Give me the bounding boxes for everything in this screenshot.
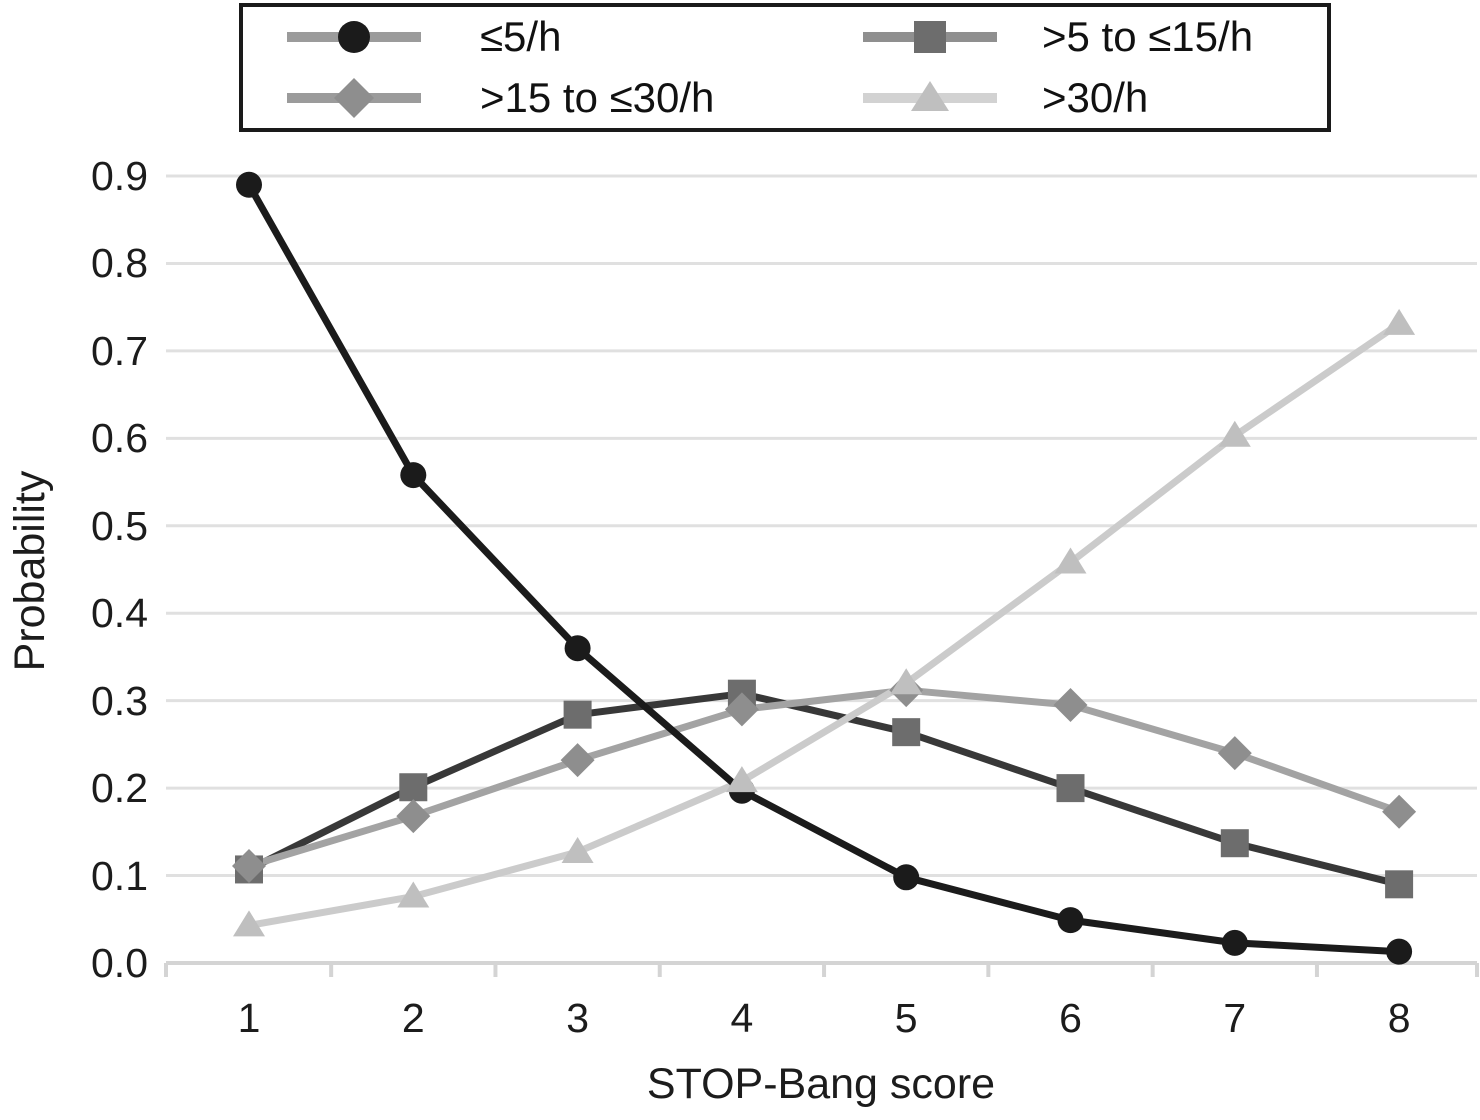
triangle-marker	[725, 766, 758, 793]
circle-marker	[1221, 929, 1248, 956]
diamond-marker	[1053, 688, 1088, 723]
triangle-marker	[1383, 308, 1416, 335]
y-tick-label: 0.4	[91, 590, 148, 637]
triangle-legend-key-icon	[863, 80, 997, 111]
circle-marker	[1386, 938, 1413, 965]
legend-item: >15 to ≤30/h	[243, 74, 828, 122]
diamond-legend-key-icon	[287, 77, 421, 118]
diamond-marker	[1217, 736, 1252, 771]
y-tick-label: 0.3	[91, 677, 148, 724]
triangle-marker	[890, 668, 923, 695]
square-marker	[399, 773, 428, 802]
square-marker	[1385, 870, 1414, 899]
triangle-marker	[561, 836, 594, 863]
triangle-marker	[1218, 420, 1251, 447]
x-tick-label: 1	[237, 995, 261, 1041]
x-tick-label: 7	[1223, 995, 1247, 1041]
y-tick-label: 0.9	[91, 153, 148, 200]
square-legend-marker	[914, 21, 946, 54]
x-tick-label: 5	[894, 995, 918, 1041]
square-marker	[1056, 774, 1085, 803]
y-tick-label: 0.2	[91, 765, 148, 812]
x-tick-label: 2	[401, 995, 425, 1041]
legend-item: >30/h	[828, 74, 1327, 122]
legend-label: >15 to ≤30/h	[480, 73, 715, 121]
y-tick-label: 0.7	[91, 327, 148, 374]
legend-item: ≤5/h	[243, 13, 828, 61]
diamond-marker	[396, 799, 431, 834]
square-marker	[892, 718, 921, 747]
circle-marker	[400, 462, 427, 489]
triangle-marker	[397, 881, 430, 908]
x-axis-title: STOP-Bang score	[646, 1060, 996, 1108]
triangle-legend-marker	[911, 80, 949, 111]
legend-label: >5 to ≤15/h	[1042, 13, 1254, 61]
legend-item: >5 to ≤15/h	[828, 13, 1327, 61]
diamond-legend-marker	[334, 77, 374, 118]
y-tick-label: 0.8	[91, 240, 148, 287]
x-tick-label: 3	[566, 995, 589, 1041]
x-tick-label: 6	[1059, 995, 1082, 1041]
series-line-triangle	[248, 320, 1402, 929]
circle-marker	[236, 171, 262, 198]
circle-marker	[564, 635, 591, 662]
series-line-square	[247, 690, 1400, 888]
circle-legend-key-icon	[287, 21, 421, 54]
x-tick-label: 4	[730, 995, 754, 1041]
y-tick-label: 0.5	[91, 502, 148, 549]
legend-label: ≤5/h	[480, 13, 562, 61]
diamond-marker	[1382, 794, 1417, 829]
square-marker	[1220, 829, 1249, 858]
series-line-diamond	[247, 686, 1401, 870]
legend: ≤5/h >5 to ≤15/h >15 to ≤30/h >30/h	[239, 3, 1331, 132]
triangle-marker	[1054, 547, 1087, 574]
diamond-marker	[724, 692, 759, 727]
y-tick-label: 0.1	[91, 852, 148, 899]
diamond-marker	[232, 848, 266, 883]
square-legend-key-icon	[863, 21, 997, 54]
diamond-marker	[560, 743, 595, 778]
square-marker	[563, 700, 592, 729]
triangle-marker	[233, 910, 265, 937]
x-tick-label: 8	[1387, 995, 1411, 1041]
y-tick-label: 0.0	[91, 940, 148, 986]
y-tick-label: 0.6	[91, 415, 148, 462]
series-line-circle	[245, 183, 1400, 956]
circle-marker	[893, 864, 920, 891]
circle-marker	[1057, 907, 1084, 934]
legend-label: >30/h	[1042, 73, 1149, 121]
circle-legend-marker	[338, 21, 370, 54]
